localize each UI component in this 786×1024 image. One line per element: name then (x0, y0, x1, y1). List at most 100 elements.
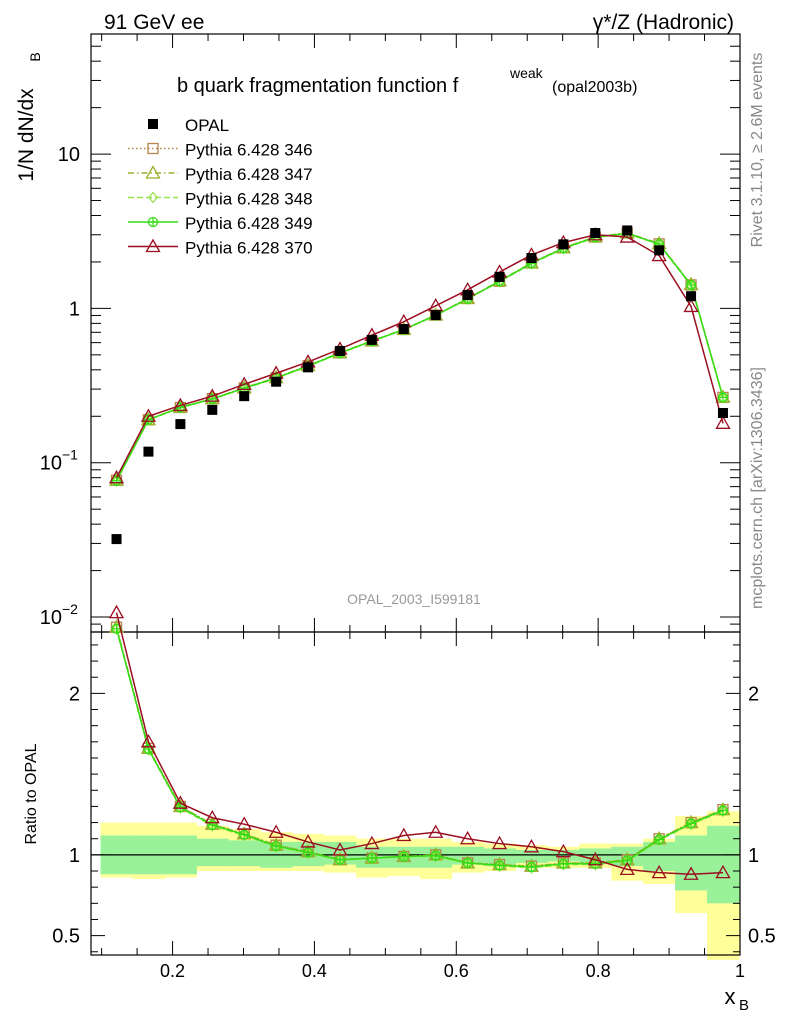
legend-label: Pythia 6.428 348 (185, 190, 313, 209)
y-tick-label-exp: −2 (62, 601, 78, 617)
series-3-main (111, 228, 729, 873)
y-tick-label: 1 (69, 298, 80, 320)
series-ratio-point (236, 816, 252, 830)
legend: OPAL Pythia 6.428 346 Pythia 6.428 347 Pyth… (128, 116, 313, 258)
series-ratio-point (619, 861, 635, 876)
series-point (685, 279, 697, 291)
x-tick-label: 0.8 (586, 961, 611, 981)
series-line (115, 234, 724, 479)
series-ratio-point (430, 850, 441, 861)
series-0-main (110, 227, 729, 872)
data-point (590, 228, 601, 239)
series-point (619, 229, 635, 243)
ratio-frame (90, 631, 741, 956)
series-ratio-point (494, 860, 505, 871)
mcplots-label: mcplots.cern.ch [arXiv:1306.3436] (749, 367, 766, 609)
data-point (717, 407, 728, 418)
chart-title: b quark fragmentation function f (177, 75, 459, 97)
series-ratio-point (685, 818, 697, 829)
ratio-tick-label: 1 (748, 845, 759, 867)
data-point (366, 334, 377, 345)
series-ratio-point (683, 866, 699, 880)
series-ratio-point (430, 850, 441, 863)
y-tick-label-exp: −1 (62, 447, 78, 463)
chart-title-sup: weak (509, 65, 544, 81)
legend-marker (145, 165, 161, 179)
ratio-tick-label: 1 (69, 845, 80, 867)
series-point (718, 391, 728, 404)
data-point (334, 345, 345, 356)
x-tick-label: 0.4 (302, 961, 327, 981)
series-ratio-point (302, 847, 314, 858)
ratio-band-inner (515, 850, 548, 863)
x-axis-label-sub: B (739, 997, 749, 1014)
watermark: OPAL_2003_I599181 (347, 591, 481, 607)
series-ratio-point (462, 857, 473, 869)
header-left: 91 GeV ee (104, 11, 204, 34)
series-ratio-point (491, 835, 508, 850)
series-ratio-point (172, 795, 188, 809)
data-point (207, 404, 218, 415)
series-ratio-point (364, 835, 380, 850)
series-point (172, 397, 188, 412)
series-point (111, 475, 122, 488)
series-4-main (108, 226, 731, 880)
series-ratio-point (718, 805, 728, 818)
data-point (303, 362, 314, 373)
legend-marker (145, 238, 161, 253)
legend-marker (147, 216, 159, 228)
series-ratio-line (115, 612, 724, 876)
series-ratio-point (207, 819, 218, 831)
header-right: γ*/Z (Hadronic) (593, 11, 734, 34)
series-point (140, 408, 157, 422)
series-ratio-point (396, 827, 412, 842)
data-point (654, 245, 665, 256)
data-point (175, 419, 186, 430)
series-ratio-point (558, 858, 569, 869)
ratio-band-inner (707, 825, 740, 904)
data-point (494, 271, 505, 282)
data-point (686, 291, 697, 302)
series-point (204, 388, 220, 402)
series-ratio-point (587, 851, 603, 866)
ratio-band-inner (228, 840, 261, 867)
series-ratio-point (460, 830, 476, 845)
series-ratio-point (651, 864, 667, 879)
ratio-tick-label: 0.5 (748, 926, 776, 948)
series-line (115, 232, 724, 482)
series-ratio-point (239, 829, 250, 840)
rivet-label: Rivet 3.1.10, ≥ 2.6M events (749, 53, 766, 248)
legend-label: Pythia 6.428 349 (185, 214, 313, 233)
series-ratio-line (115, 628, 724, 868)
series-ratio-point (300, 834, 316, 848)
ratio-band-inner (675, 835, 708, 891)
ratio-tick-label: 2 (69, 683, 80, 705)
data-point (622, 225, 633, 236)
x-tick-label: 1 (735, 961, 745, 981)
series-ratio-point (398, 851, 409, 862)
series-ratio-point (523, 838, 540, 853)
series-ratio-point (715, 864, 731, 879)
series-point (236, 376, 252, 391)
series-line (115, 232, 724, 481)
series-line (115, 232, 724, 481)
series-ratio-point (717, 805, 729, 816)
legend-label: OPAL (185, 116, 229, 135)
series-ratio-point (204, 809, 220, 824)
series-line (115, 232, 724, 482)
y-axis-label: 1/N dN/dx (15, 88, 38, 182)
y-tick-label: 10 (40, 607, 62, 629)
series-point (683, 298, 699, 313)
x-tick-label: 0.6 (444, 961, 469, 981)
series-ratio-point (526, 861, 537, 873)
series-ratio-point (268, 824, 284, 838)
data-point (239, 391, 250, 402)
series-ratio-point (140, 733, 157, 748)
data-point (430, 310, 441, 321)
series-ratio-point (270, 840, 282, 852)
series-ratio-point (334, 854, 346, 865)
legend-marker (148, 119, 158, 129)
series-ratio-point (366, 852, 378, 864)
ratio-tick-label: 0.5 (52, 926, 80, 948)
